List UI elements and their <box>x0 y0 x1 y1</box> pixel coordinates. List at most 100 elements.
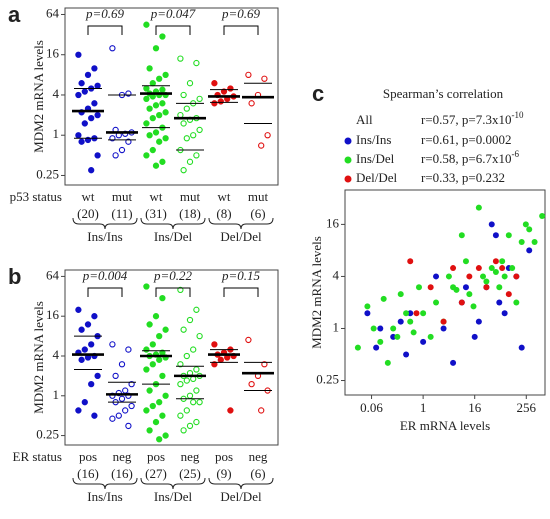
data-point <box>193 59 200 67</box>
data-point <box>75 132 82 139</box>
data-point <box>94 111 101 119</box>
data-point <box>84 321 92 328</box>
data-point <box>118 395 126 402</box>
data-point <box>258 142 265 149</box>
comparison-bracket <box>155 287 191 297</box>
data-point <box>81 399 88 406</box>
data-point <box>501 310 508 317</box>
y-axis-label: MDM2 mRNA levels <box>309 236 324 349</box>
data-point <box>440 325 447 332</box>
plot-frame <box>64 269 279 446</box>
data-point <box>183 377 190 384</box>
p-value: p=0.69 <box>85 6 125 21</box>
data-point <box>248 100 255 107</box>
data-point <box>75 51 82 58</box>
data-point <box>88 380 95 388</box>
data-point <box>227 407 234 414</box>
data-point <box>420 310 427 317</box>
data-point <box>149 115 156 122</box>
genotype-label: Del/Del <box>220 489 262 504</box>
brace <box>72 477 138 490</box>
data-point <box>152 418 160 426</box>
data-point <box>501 273 508 280</box>
data-point <box>149 361 156 368</box>
data-point <box>91 412 98 419</box>
data-point <box>211 361 218 368</box>
group-label: wt <box>218 189 231 204</box>
group-count: (25) <box>179 466 201 481</box>
data-point <box>118 361 126 368</box>
data-point <box>196 95 203 102</box>
data-point <box>403 310 410 317</box>
data-point <box>384 359 391 366</box>
data-point <box>159 295 166 302</box>
legend-marker <box>344 156 352 164</box>
data-point <box>211 100 218 107</box>
data-point <box>146 387 153 394</box>
y-axis-label: MDM2 mRNA levels <box>31 40 46 153</box>
data-point <box>354 344 361 351</box>
data-point <box>193 366 200 373</box>
data-point <box>407 310 414 317</box>
data-point <box>496 284 503 291</box>
group-count: (8) <box>216 206 231 221</box>
data-point <box>159 412 166 419</box>
group-label: neg <box>113 449 132 464</box>
data-point <box>156 356 163 363</box>
data-point <box>526 247 533 254</box>
data-point <box>488 265 495 272</box>
data-point <box>377 325 384 332</box>
data-point <box>88 341 95 348</box>
y-tick-label: 64 <box>46 5 60 20</box>
data-point <box>146 427 153 434</box>
data-point <box>78 138 85 145</box>
data-point <box>186 158 194 165</box>
data-point <box>193 418 200 426</box>
brace <box>140 477 206 490</box>
data-point <box>499 258 506 265</box>
data-point <box>407 258 414 265</box>
data-point <box>518 239 525 246</box>
data-point <box>156 75 163 82</box>
data-point <box>94 82 101 89</box>
p-value: p=0.15 <box>221 268 261 283</box>
group-count: (9) <box>216 466 231 481</box>
data-point <box>245 71 252 78</box>
data-point <box>453 286 460 293</box>
data-point <box>81 346 88 353</box>
data-point <box>526 226 533 233</box>
data-point <box>112 372 119 380</box>
data-point <box>480 273 487 280</box>
data-point <box>180 167 187 174</box>
group-label: wt <box>82 189 95 204</box>
data-point <box>128 380 135 388</box>
data-point <box>152 102 160 109</box>
data-point <box>115 412 122 419</box>
data-point <box>146 321 153 328</box>
data-point <box>458 299 465 306</box>
data-point <box>190 399 197 406</box>
data-point <box>450 265 457 272</box>
data-point <box>156 111 163 119</box>
data-point <box>433 299 440 306</box>
legend-stat: r=0.57, p=7.3x10-10 <box>421 110 524 127</box>
data-point <box>264 132 271 139</box>
stat-text: r=0.58, p=6.7x10 <box>421 151 512 166</box>
data-point <box>217 356 224 363</box>
genotype-label: Ins/Ins <box>87 489 122 504</box>
brace <box>208 217 274 230</box>
data-point <box>394 333 401 340</box>
data-point <box>177 361 184 368</box>
data-point <box>513 299 520 306</box>
p-value: p=0.004 <box>82 268 128 283</box>
y-tick-label: 4 <box>333 267 340 282</box>
data-point <box>522 221 529 228</box>
data-point <box>159 372 166 380</box>
brace <box>140 217 206 230</box>
comparison-bracket <box>87 287 123 297</box>
data-point <box>440 318 447 325</box>
data-point <box>211 341 218 348</box>
y-tick-label: 1 <box>53 126 60 141</box>
data-point <box>75 306 82 313</box>
y-tick-label: 4 <box>53 86 60 101</box>
